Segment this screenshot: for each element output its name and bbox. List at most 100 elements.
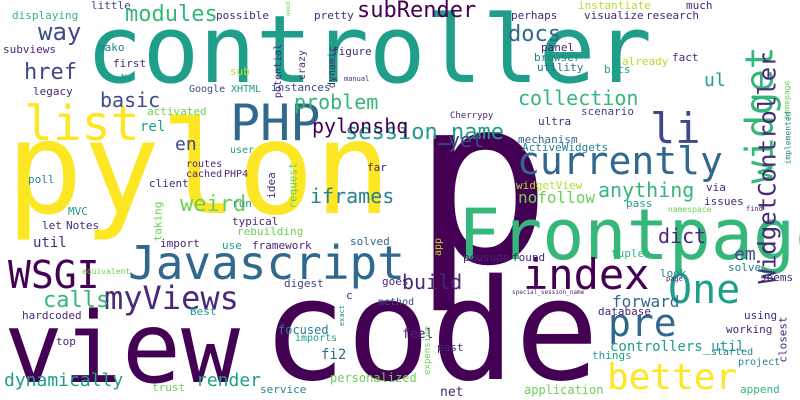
word: via — [706, 181, 726, 194]
word: mechanism — [518, 133, 578, 146]
word: user — [230, 145, 255, 156]
word: solved — [350, 235, 390, 248]
word: application — [524, 383, 604, 397]
word: pylonshq — [312, 114, 409, 138]
word: client — [149, 177, 189, 190]
word: Google — [189, 84, 226, 95]
word: app — [433, 237, 445, 257]
word: focused — [278, 323, 329, 337]
word: Best — [190, 305, 217, 318]
word: mako — [98, 41, 125, 54]
word: href — [24, 60, 77, 85]
word: render — [196, 370, 262, 391]
word: crazy — [297, 49, 309, 81]
word: special_session_name — [512, 289, 585, 296]
word: c — [346, 289, 353, 302]
word: rel — [140, 119, 166, 135]
word: browser — [534, 51, 581, 64]
word: pretty — [314, 9, 354, 22]
word: displaying — [12, 9, 79, 22]
word: run — [232, 197, 252, 210]
word: iframes — [310, 184, 395, 208]
word: little — [91, 0, 131, 12]
word: Cherrypy — [450, 111, 494, 121]
word: imports — [295, 333, 338, 344]
word: panel — [541, 41, 575, 54]
word: taking — [151, 201, 165, 242]
word: PHP — [230, 94, 321, 152]
word: trust — [152, 381, 186, 394]
word: ul — [704, 70, 726, 91]
word: p — [412, 47, 552, 317]
word: en — [175, 134, 197, 155]
word: page — [666, 275, 683, 283]
word: myViews — [104, 279, 239, 317]
word: goes — [382, 275, 409, 288]
word: rebuilding — [237, 225, 304, 238]
word: basic — [100, 88, 161, 112]
word: activated — [147, 105, 207, 118]
word: things — [592, 349, 632, 362]
word: subRender — [357, 0, 477, 23]
word: started — [711, 347, 754, 358]
word: calls — [43, 288, 110, 313]
word: database — [598, 305, 651, 318]
word: exact — [338, 304, 347, 327]
word: expensive — [422, 326, 433, 375]
word: hardcoded — [22, 309, 82, 322]
word: yet — [448, 128, 485, 152]
word: index — [523, 250, 650, 299]
word: way — [38, 18, 82, 46]
word: service — [260, 383, 307, 396]
word: routes — [186, 159, 223, 170]
word: first — [113, 57, 147, 70]
word: tuples — [611, 247, 651, 260]
word: code — [262, 250, 600, 400]
word: fact — [672, 51, 699, 64]
word: list — [24, 96, 140, 152]
word: session_name — [345, 120, 504, 145]
word: need — [285, 1, 293, 17]
word: ActiveWidgets — [522, 141, 609, 154]
word: import — [160, 237, 200, 250]
word: docs — [508, 22, 561, 47]
word: WidgetController — [753, 52, 782, 284]
word: build — [402, 270, 463, 294]
word: perhaps — [511, 9, 558, 22]
word: Notes — [66, 219, 100, 232]
word: dynamic — [327, 45, 339, 89]
word: controllers_util — [610, 339, 745, 355]
word: namespace — [668, 205, 712, 214]
word: weird — [180, 192, 247, 217]
word: solve — [728, 261, 762, 274]
word: li — [650, 104, 701, 153]
word: working — [726, 323, 773, 336]
word: Javascript — [128, 236, 405, 290]
word: forward — [612, 292, 680, 311]
word: already — [622, 55, 669, 68]
word: idea — [264, 172, 278, 199]
word: request — [286, 162, 300, 209]
word: instantiate — [578, 0, 651, 12]
word: subviews — [3, 43, 56, 56]
word: project — [738, 357, 781, 368]
word: issues — [704, 195, 744, 208]
word: append — [740, 383, 780, 396]
word: dynamically — [4, 370, 124, 391]
word: view — [4, 292, 241, 400]
word: feel — [402, 327, 434, 342]
word: controller — [86, 0, 652, 105]
word: dict — [658, 224, 707, 248]
word: manual — [344, 75, 370, 83]
word: anything — [598, 178, 695, 202]
word: much — [686, 0, 713, 12]
word: closest — [776, 316, 790, 363]
word: better — [607, 357, 738, 398]
word: problem — [294, 90, 379, 114]
word: currently — [517, 139, 723, 183]
word: modules — [125, 2, 218, 27]
word: em — [734, 244, 756, 265]
word: ultra — [538, 115, 572, 128]
word: legacy — [33, 85, 73, 98]
